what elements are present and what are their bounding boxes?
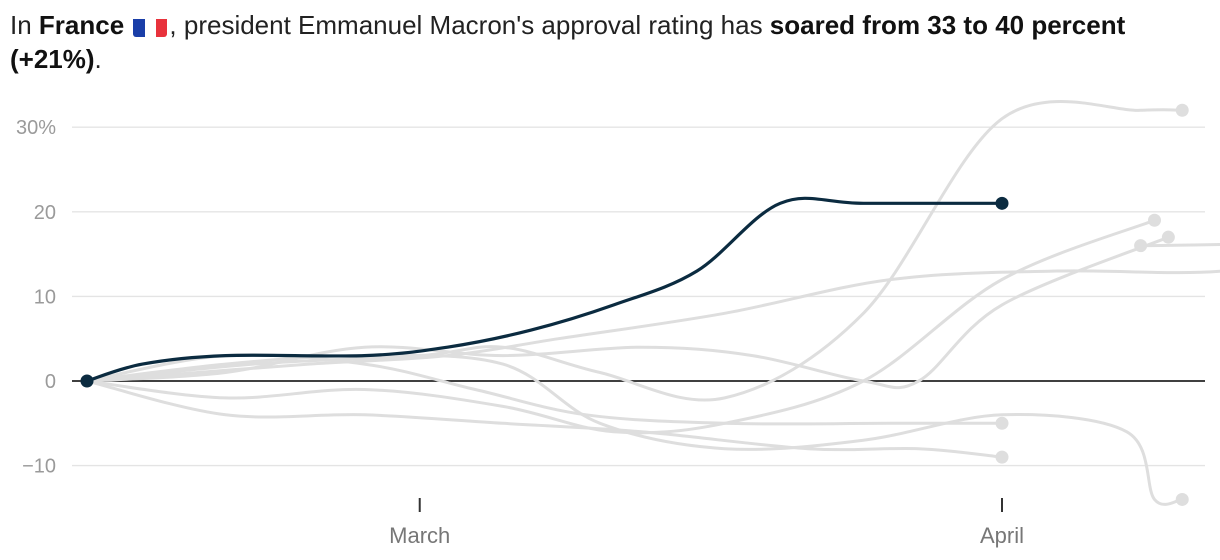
axis-layer: March April xyxy=(389,498,1024,548)
france-series-line xyxy=(85,196,1004,383)
headline-highlight: soared from 33 to 40 percent (+21%) xyxy=(10,10,1126,74)
y-tick-label: 10 xyxy=(34,286,56,308)
series-end-marker xyxy=(1161,230,1175,244)
y-tick-label: −10 xyxy=(22,456,56,478)
headline-part-3: . xyxy=(94,44,102,74)
series-end-marker xyxy=(1175,492,1189,506)
y-tick-label: 30% xyxy=(16,117,56,139)
marker-layer xyxy=(80,196,1009,388)
x-tick-label: March xyxy=(389,523,450,548)
highlight-lines xyxy=(85,196,1004,383)
headline-part-2: , president Emmanuel Macron's approval r… xyxy=(169,10,770,40)
flag-stripe-red xyxy=(156,19,168,37)
comparison-lines xyxy=(85,100,1220,506)
series-end-marker xyxy=(995,450,1009,464)
series-end-marker xyxy=(1175,103,1189,117)
x-tick-label: April xyxy=(980,523,1024,548)
series-end-marker xyxy=(995,416,1009,430)
france-flag-icon xyxy=(133,15,168,37)
grid-layer: 30% 20 10 0 −10 xyxy=(16,117,1205,478)
flag-stripe-blue xyxy=(133,19,145,37)
headline-part-1: In xyxy=(10,10,39,40)
y-tick-label: 0 xyxy=(45,371,56,393)
france-end-marker xyxy=(995,196,1009,210)
chart-headline: In France , president Emmanuel Macron's … xyxy=(10,8,1205,76)
comparison-series-line xyxy=(85,235,1170,390)
comparison-series-line xyxy=(85,218,1156,435)
headline-country: France xyxy=(38,10,125,40)
comparison-series-line xyxy=(85,243,1220,383)
comparison-series-line xyxy=(85,379,1004,459)
origin-marker xyxy=(80,374,94,388)
series-end-marker xyxy=(1148,213,1161,227)
y-tick-label: 20 xyxy=(34,202,56,224)
flag-stripe-white xyxy=(144,19,157,37)
